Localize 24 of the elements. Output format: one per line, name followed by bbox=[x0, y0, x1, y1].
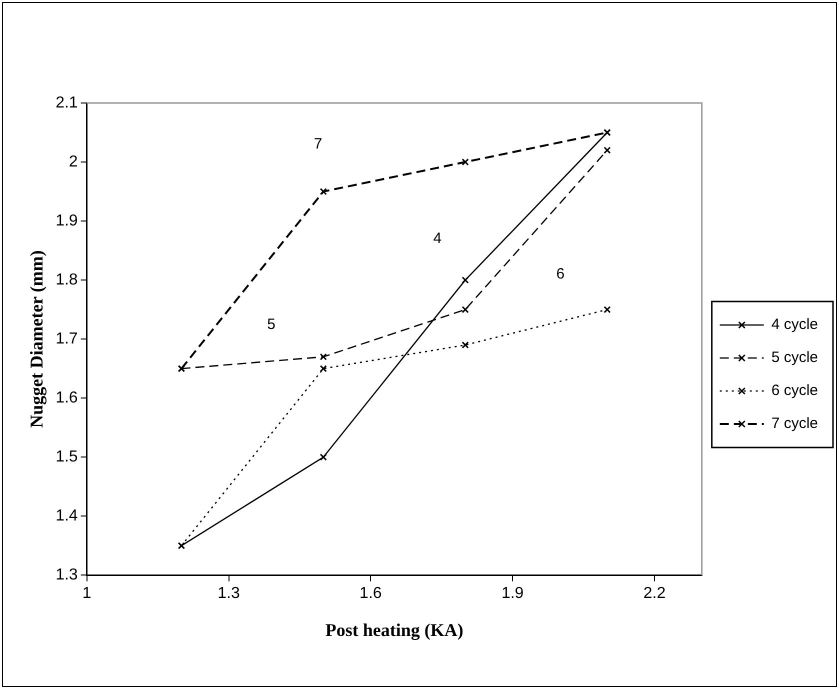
y-tick-label: 1.5 bbox=[56, 448, 78, 466]
y-tick-label: 1.9 bbox=[56, 212, 78, 230]
annotation: 4 bbox=[433, 230, 442, 248]
annotation: 6 bbox=[556, 266, 565, 283]
x-tick-label: 1.9 bbox=[501, 585, 524, 602]
x-axis-title: Post heating (KA) bbox=[325, 620, 464, 640]
y-axis-title: Nugget Diameter (mm) bbox=[26, 250, 46, 428]
y-tick-label: 1.3 bbox=[56, 566, 78, 584]
y-tick-label: 1.7 bbox=[56, 330, 78, 348]
legend-label: 4 cycle bbox=[771, 316, 818, 334]
x-tick-label: 1.3 bbox=[218, 585, 240, 602]
annotation: 7 bbox=[314, 136, 322, 153]
x-tick-label: 1 bbox=[82, 585, 92, 602]
annotation: 5 bbox=[267, 316, 276, 334]
y-tick-label: 2 bbox=[68, 153, 78, 170]
y-tick-label: 1.6 bbox=[56, 390, 78, 407]
y-tick-label: 1.4 bbox=[56, 508, 78, 525]
legend-label: 7 cycle bbox=[771, 415, 818, 432]
x-tick-label: 1.6 bbox=[360, 585, 382, 602]
legend-label: 5 cycle bbox=[771, 349, 818, 366]
legend-label: 6 cycle bbox=[771, 382, 818, 400]
y-tick-label: 2.1 bbox=[56, 94, 78, 112]
x-tick-label: 2.2 bbox=[643, 585, 666, 602]
y-tick-label: 1.8 bbox=[56, 271, 78, 288]
